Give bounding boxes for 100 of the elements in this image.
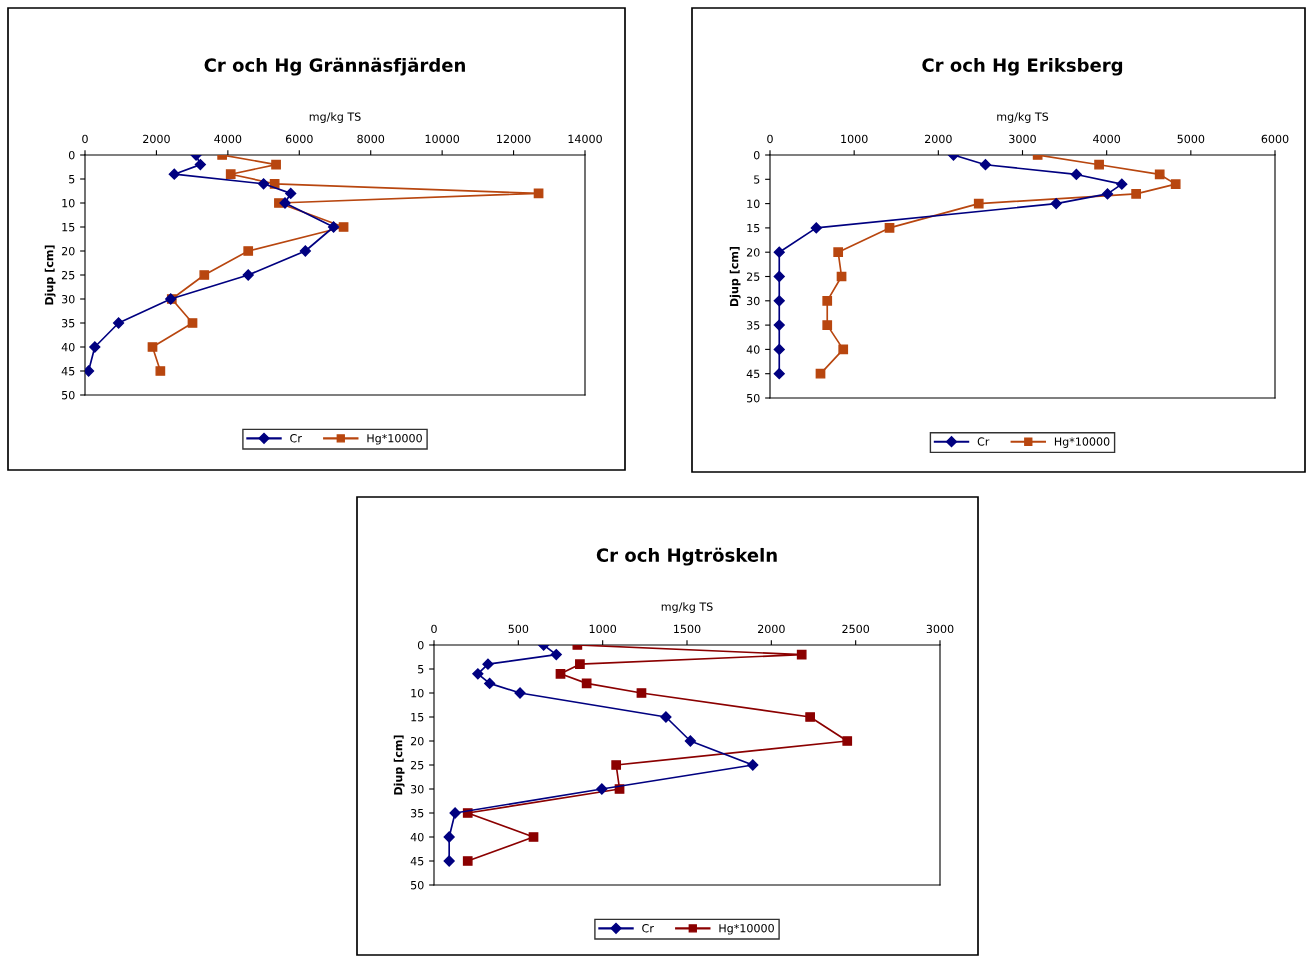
x-tick-label: 5000 [1177, 134, 1205, 144]
point [822, 295, 833, 306]
y-axis-title: Djup [cm] [729, 246, 741, 307]
x-tick-label: 8000 [357, 134, 385, 144]
x-tick-label: 2500 [842, 624, 870, 634]
point [243, 246, 254, 256]
x-tick-label: 4000 [1093, 134, 1121, 144]
point [796, 649, 807, 660]
point [242, 269, 254, 281]
point [1070, 168, 1082, 181]
y-tick-label: 30 [61, 294, 75, 304]
point [979, 159, 992, 171]
y-tick-label: 25 [746, 272, 760, 281]
point [833, 247, 844, 258]
y-tick-label: 15 [411, 713, 424, 722]
legend-label: Hg*10000 [367, 434, 422, 445]
x-tick-label: 0 [431, 624, 437, 634]
point [1131, 189, 1141, 199]
y-tick-label: 50 [747, 393, 760, 403]
y-tick-label: 35 [410, 808, 424, 818]
y-tick-label: 45 [61, 367, 75, 376]
point [484, 677, 496, 690]
legend-label: Hg*10000 [1054, 437, 1110, 448]
point [805, 712, 815, 722]
point [581, 678, 592, 689]
x-tick-label: 6000 [285, 134, 313, 144]
x-tick-label: 1000 [589, 624, 617, 634]
x-tick-label: 10000 [425, 134, 460, 144]
y-tick-label: 15 [747, 224, 760, 233]
point [838, 344, 849, 355]
y-tick-label: 30 [746, 296, 760, 306]
x-tick-label: 0 [767, 134, 773, 144]
legend-label: Cr [642, 924, 654, 933]
point [973, 198, 984, 209]
point [815, 368, 826, 379]
x-tick-label: 2000 [143, 134, 170, 144]
chart-title: Cr och Hg Grännäsfjärden [204, 57, 465, 76]
point [550, 648, 562, 661]
point [810, 222, 822, 234]
y-tick-label: 10 [747, 199, 760, 208]
y-tick-label: 25 [410, 760, 424, 770]
point [299, 245, 311, 257]
point [482, 658, 494, 670]
y-tick-label: 5 [69, 175, 75, 184]
point [773, 368, 785, 380]
point [285, 187, 297, 200]
point [443, 831, 455, 843]
y-tick-label: 30 [410, 784, 424, 794]
y-tick-label: 35 [746, 321, 760, 330]
point [773, 319, 785, 331]
legend-label: Cr [977, 437, 990, 446]
x-tick-label: 1000 [841, 134, 868, 144]
x-tick-label: 0 [82, 134, 88, 144]
point [884, 223, 895, 233]
y-tick-label: 40 [61, 342, 75, 352]
point [1154, 169, 1165, 180]
y-tick-label: 10 [411, 688, 424, 698]
y-tick-label: 40 [746, 345, 760, 354]
chart-title: Cr och Hgtröskeln [596, 547, 777, 566]
point [1050, 197, 1062, 210]
point [168, 168, 180, 180]
y-tick-label: 0 [753, 150, 760, 160]
x-tick-label: 500 [508, 624, 529, 634]
y-tick-label: 45 [410, 857, 424, 866]
point [257, 178, 270, 190]
point [187, 318, 198, 328]
point [85, 365, 95, 377]
point [1170, 179, 1181, 190]
point [596, 783, 608, 795]
point [773, 343, 785, 356]
y-tick-label: 15 [62, 223, 75, 232]
point [443, 855, 455, 867]
y-tick-label: 50 [62, 390, 75, 400]
x-tick-label: 2000 [925, 134, 952, 144]
point [555, 668, 566, 679]
point [194, 158, 206, 171]
x-tick-label: 12000 [497, 134, 531, 144]
y-tick-label: 45 [746, 369, 760, 379]
x-tick-label: 3000 [1009, 134, 1036, 144]
y-tick-label: 50 [411, 880, 424, 890]
y-axis-title: Djup [cm] [393, 735, 405, 795]
legend-label: Hg*10000 [719, 924, 774, 935]
y-axis-title: Djup [cm] [44, 245, 56, 305]
point [112, 317, 125, 329]
point [773, 270, 785, 283]
point [747, 759, 759, 771]
point [575, 659, 585, 670]
point [327, 221, 340, 233]
point [472, 668, 484, 680]
point [773, 295, 785, 307]
point [1116, 178, 1128, 190]
point [89, 341, 101, 353]
y-tick-label: 0 [68, 150, 75, 160]
point [528, 832, 539, 842]
point [147, 342, 158, 352]
x-tick-label: 4000 [214, 134, 242, 144]
point [1101, 188, 1114, 200]
y-tick-label: 5 [754, 175, 760, 184]
point [611, 760, 622, 770]
point [773, 246, 785, 258]
